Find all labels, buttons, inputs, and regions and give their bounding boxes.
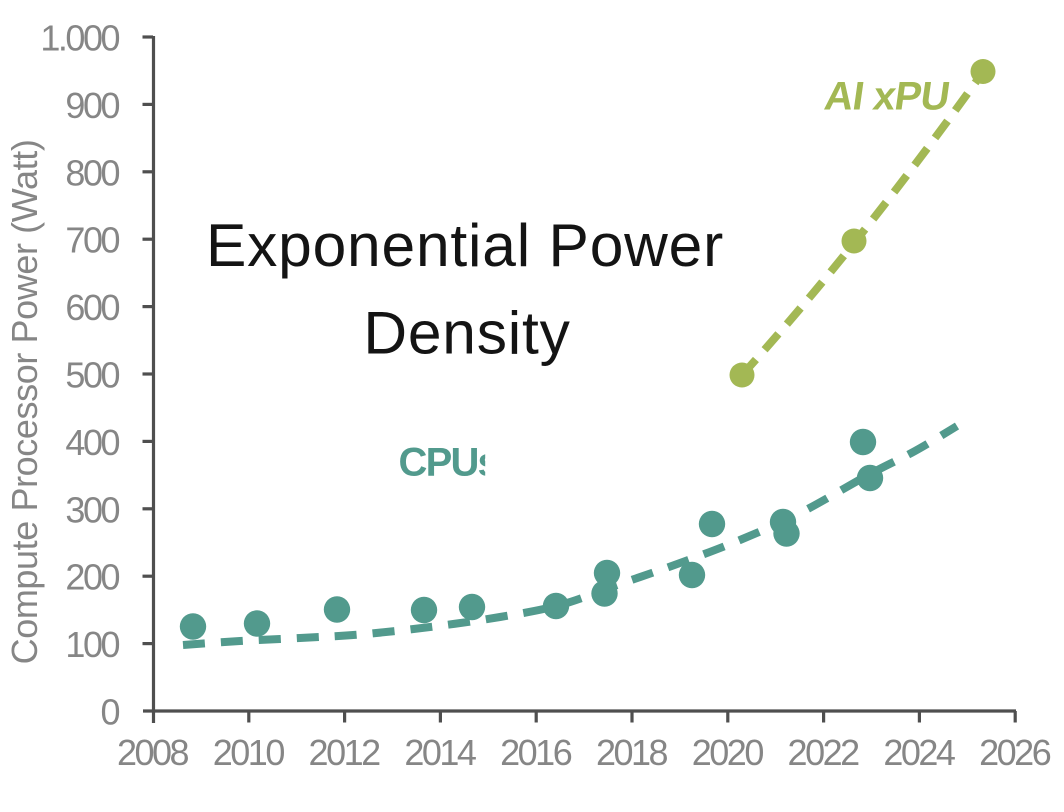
svg-text:2026: 2026	[979, 732, 1051, 773]
svg-text:Compute Processor Power (Watt): Compute Processor Power (Watt)	[4, 140, 45, 665]
svg-text:2016: 2016	[500, 732, 572, 773]
svg-text:Exponential Power: Exponential Power	[206, 211, 724, 279]
svg-text:Density: Density	[363, 299, 570, 367]
svg-text:800: 800	[65, 152, 119, 193]
svg-text:AI xPU: AI xPU	[822, 74, 952, 119]
svg-text:400: 400	[65, 422, 119, 463]
svg-text:900: 900	[65, 85, 119, 126]
svg-text:2024: 2024	[883, 732, 955, 773]
svg-text:2018: 2018	[596, 732, 668, 773]
svg-text:200: 200	[65, 557, 119, 598]
svg-text:100: 100	[65, 624, 119, 665]
svg-text:500: 500	[65, 355, 119, 396]
svg-text:2010: 2010	[213, 732, 285, 773]
svg-text:2014: 2014	[404, 732, 476, 773]
svg-text:2022: 2022	[788, 732, 860, 773]
svg-text:600: 600	[65, 287, 119, 328]
svg-text:CPUs: CPUs	[399, 441, 499, 485]
svg-text:2008: 2008	[117, 732, 189, 773]
svg-text:0: 0	[100, 692, 119, 733]
svg-text:2012: 2012	[309, 732, 381, 773]
svg-text:700: 700	[65, 220, 119, 261]
svg-text:1.000: 1.000	[40, 18, 119, 59]
svg-text:2020: 2020	[692, 732, 764, 773]
svg-text:300: 300	[65, 489, 119, 530]
